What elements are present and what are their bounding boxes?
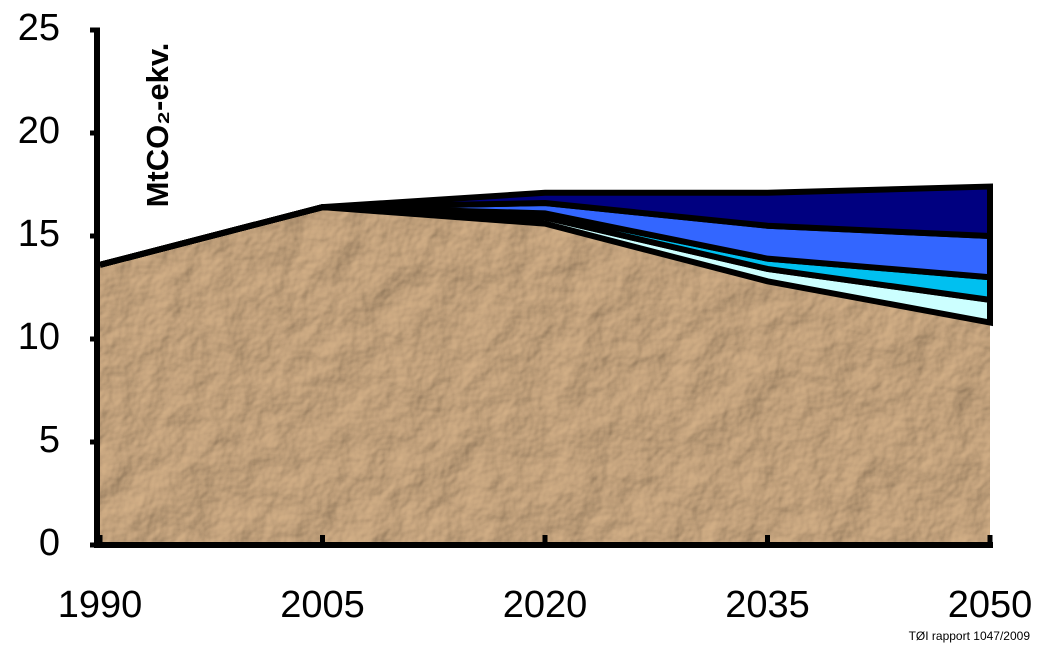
y-axis-label: MtCO₂-ekv. — [140, 43, 175, 208]
y-tick-label: 20 — [18, 110, 60, 152]
y-tick-label: 10 — [18, 316, 60, 358]
y-tick-label: 5 — [39, 419, 60, 461]
plot-area — [100, 187, 990, 545]
x-tick-label: 1990 — [58, 584, 143, 626]
chart: MtCO₂-ekv. TØI rapport 1047/2009 0 5 10 15 2… — [0, 0, 1039, 649]
x-tick-label: 2005 — [280, 584, 365, 626]
y-tick-label: 25 — [18, 7, 60, 49]
y-tick-label: 0 — [39, 522, 60, 564]
y-tick-label: 15 — [18, 213, 60, 255]
x-tick-label: 2020 — [503, 584, 588, 626]
source-note: TØI rapport 1047/2009 — [909, 629, 1031, 643]
x-tick-label: 2035 — [725, 584, 810, 626]
x-tick-label: 2050 — [948, 584, 1033, 626]
